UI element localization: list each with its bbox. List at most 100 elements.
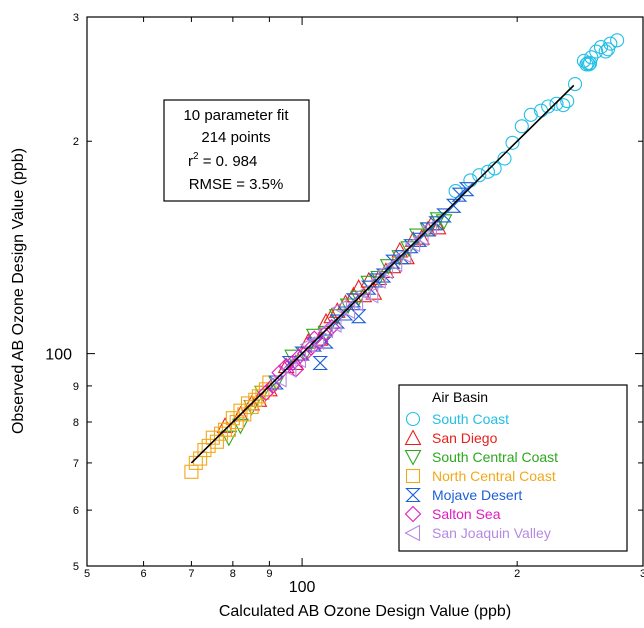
stats-r-superscript: 2 <box>193 151 199 162</box>
data-point <box>244 399 259 415</box>
axis-ticks <box>86 16 644 567</box>
data-point <box>225 411 240 426</box>
data-point <box>556 98 571 113</box>
legend-item: Salton Sea <box>404 505 501 523</box>
legend-label: Salton Sea <box>432 506 501 522</box>
stats-r-symbol: r <box>188 153 193 170</box>
x-tick-label: 2 <box>514 568 520 580</box>
legend-label: Mojave Desert <box>432 487 522 503</box>
data-point <box>598 44 613 59</box>
data-point <box>472 168 487 183</box>
stats-fit-label: 10 parameter fit <box>183 107 289 124</box>
data-point <box>480 164 495 179</box>
data-point <box>213 426 229 441</box>
legend-swatch <box>405 411 421 427</box>
data-point <box>505 135 520 150</box>
data-point <box>583 56 598 71</box>
y-tick-labels: 5 6 7 8 9 100 2 3 <box>45 12 79 573</box>
data-point <box>325 315 342 333</box>
x-tick-label: 7 <box>188 568 194 580</box>
x-axis-title: Calculated AB Ozone Design Value (ppb) <box>219 603 511 620</box>
legend-swatch <box>404 505 422 523</box>
data-point <box>534 103 549 118</box>
y-tick-label: 2 <box>73 136 79 148</box>
data-point <box>404 235 421 253</box>
y-tick-label: 7 <box>73 458 79 470</box>
data-point <box>487 161 502 176</box>
data-point <box>264 377 282 395</box>
data-point <box>317 321 334 339</box>
data-point <box>193 451 208 466</box>
x-tick-label: 3 <box>640 568 644 580</box>
legend-swatch <box>405 487 421 503</box>
x-tick-label: 100 <box>289 579 316 596</box>
legend: Air Basin South Coast San Diego South Cent… <box>398 384 628 552</box>
data-point <box>308 333 325 351</box>
y-axis-title: Observed AB Ozone Design Value (ppb) <box>10 148 27 434</box>
fit-line <box>190 84 575 464</box>
data-point <box>312 355 329 371</box>
data-point <box>549 96 564 111</box>
data-point <box>589 44 604 59</box>
data-point <box>370 271 386 289</box>
y-tick-label: 6 <box>73 505 79 517</box>
data-point <box>448 183 463 199</box>
legend-swatch <box>405 468 421 484</box>
stats-r2-value: = 0. 984 <box>199 153 258 170</box>
stats-r2-label: r2 = 0. 984 <box>188 151 257 170</box>
y-tick-label: 100 <box>45 347 72 364</box>
legend-swatch <box>404 524 421 542</box>
data-point <box>220 430 238 447</box>
data-point <box>201 438 216 453</box>
data-point <box>237 407 252 422</box>
legend-label: San Joaquin Valley <box>432 525 551 541</box>
y-tick-label: 9 <box>73 381 79 393</box>
legend-items: South Coast San Diego South Central Coast N… <box>404 411 558 542</box>
stats-rmse-label: RMSE = 3.5% <box>189 176 284 193</box>
data-point <box>339 298 357 315</box>
legend-swatch <box>404 449 422 466</box>
stats-box: 10 parameter fit 214 points r2 = 0. 984 … <box>163 99 310 202</box>
legend-swatch <box>404 429 422 446</box>
legend-label: San Diego <box>432 430 498 446</box>
data-point <box>428 216 444 231</box>
data-point <box>205 430 220 445</box>
x-tick-label: 8 <box>230 568 236 580</box>
data-point <box>188 455 203 470</box>
data-point <box>576 53 591 68</box>
legend-item: San Joaquin Valley <box>404 524 551 542</box>
legend-label: South Coast <box>432 411 509 427</box>
data-point <box>184 464 199 479</box>
y-tick-label: 5 <box>73 561 79 573</box>
series-north-central-coast <box>184 375 277 479</box>
x-tick-label: 9 <box>266 568 272 580</box>
data-point <box>593 39 609 55</box>
data-point <box>429 212 447 228</box>
data-point <box>339 302 356 320</box>
data-point <box>284 354 301 372</box>
data-point <box>429 218 447 235</box>
series-south-coast <box>448 33 625 199</box>
data-point <box>197 442 212 458</box>
data-point <box>257 384 275 402</box>
data-point <box>412 229 429 247</box>
legend-label: North Central Coast <box>432 468 556 484</box>
y-tick-label: 8 <box>73 417 79 429</box>
legend-label: South Central Coast <box>432 449 558 465</box>
data-point <box>560 94 575 109</box>
data-point <box>421 218 438 236</box>
plot-frame <box>86 16 644 567</box>
data-point <box>523 107 538 122</box>
data-point <box>610 33 625 48</box>
data-point <box>221 422 236 437</box>
x-tick-label: 6 <box>141 568 147 580</box>
data-point <box>362 286 379 304</box>
legend-item: San Diego <box>404 429 498 446</box>
data-point <box>386 255 403 273</box>
legend-frame <box>398 384 628 552</box>
data-point <box>329 314 346 329</box>
legend-item: Mojave Desert <box>405 487 522 503</box>
data-point <box>581 57 596 72</box>
data-point <box>347 294 364 312</box>
